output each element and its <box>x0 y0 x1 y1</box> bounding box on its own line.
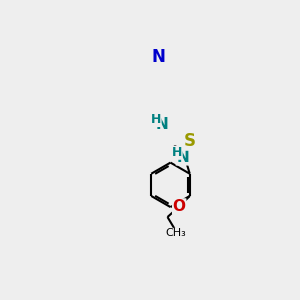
Text: N: N <box>152 48 166 66</box>
Text: N: N <box>176 150 189 165</box>
Text: S: S <box>184 132 196 150</box>
Text: O: O <box>173 199 186 214</box>
Text: N: N <box>155 117 168 132</box>
Text: H: H <box>151 113 161 126</box>
Text: H: H <box>172 146 182 159</box>
Text: CH₃: CH₃ <box>165 228 186 239</box>
